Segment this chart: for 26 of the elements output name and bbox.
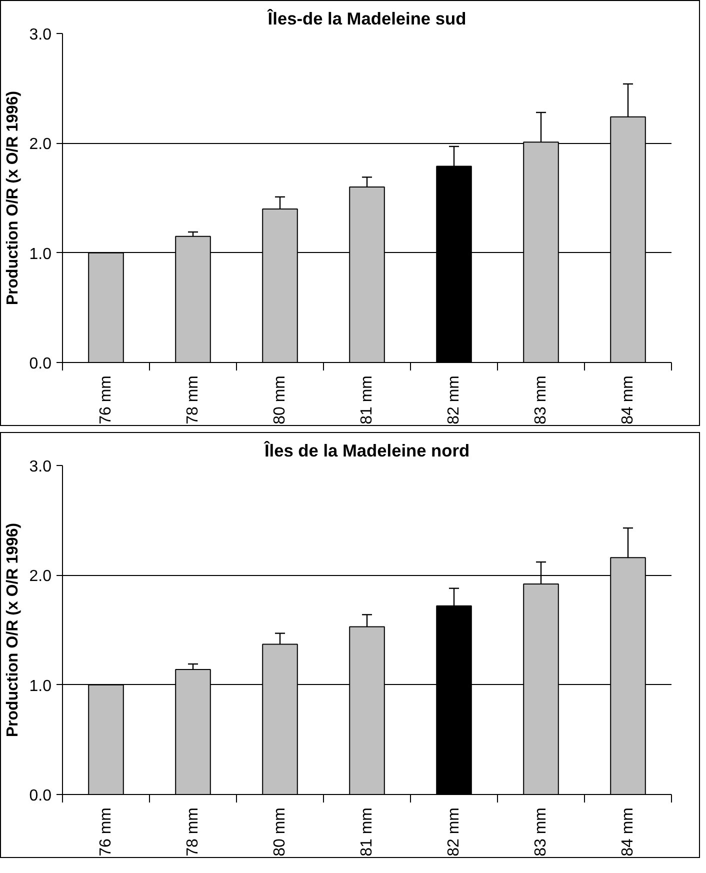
x-tick-label: 81 mm — [358, 807, 376, 856]
y-tick-label: 3.0 — [29, 26, 52, 44]
y-tick-label: 0.0 — [29, 356, 52, 372]
x-tick-label: 80 mm — [272, 375, 288, 424]
x-tick-label: 81 mm — [358, 375, 376, 424]
chart-title: Îles-de la Madeleine sud — [266, 8, 466, 28]
y-tick-label: 2.0 — [29, 136, 52, 154]
x-tick-label: 82 mm — [446, 375, 462, 424]
x-tick-label: 83 mm — [532, 807, 550, 856]
x-tick-label: 78 mm — [184, 375, 202, 424]
x-tick-label: 83 mm — [532, 375, 550, 424]
y-axis-title: Production O/R (x O/R 1996) — [4, 90, 22, 306]
y-tick-label: 3.0 — [29, 458, 52, 476]
chart-title: Îles de la Madeleine nord — [263, 440, 470, 460]
y-tick-label: 2.0 — [29, 568, 52, 586]
x-tick-label: 78 mm — [184, 807, 202, 856]
x-tick-label: 84 mm — [620, 807, 636, 856]
x-tick-label: 80 mm — [272, 807, 288, 856]
x-tick-label: 76 mm — [98, 807, 114, 856]
x-tick-label: 76 mm — [98, 375, 114, 424]
x-tick-label: 84 mm — [620, 375, 636, 424]
y-axis-title: Production O/R (x O/R 1996) — [4, 522, 22, 738]
y-tick-label: 1.0 — [29, 246, 52, 263]
x-tick-label: 82 mm — [446, 807, 462, 856]
y-tick-label: 1.0 — [29, 678, 52, 695]
y-tick-label: 0.0 — [29, 788, 52, 804]
